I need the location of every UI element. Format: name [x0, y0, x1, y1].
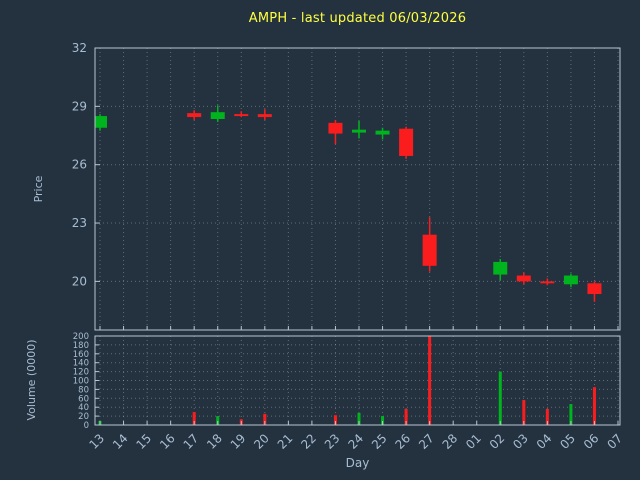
svg-text:0: 0	[84, 421, 89, 431]
svg-text:13: 13	[86, 431, 107, 452]
svg-text:23: 23	[72, 216, 87, 230]
svg-text:40: 40	[78, 403, 89, 413]
gridlines	[95, 47, 620, 426]
svg-text:05: 05	[557, 431, 578, 452]
svg-text:19: 19	[228, 431, 249, 452]
svg-text:16: 16	[157, 431, 178, 452]
x-axis-label: Day	[345, 456, 370, 470]
svg-text:26: 26	[72, 158, 87, 172]
svg-text:100: 100	[73, 377, 89, 387]
svg-text:20: 20	[72, 274, 87, 288]
svg-text:20: 20	[78, 412, 89, 422]
svg-text:07: 07	[604, 431, 625, 452]
svg-text:120: 120	[73, 368, 89, 378]
svg-text:80: 80	[78, 385, 89, 395]
svg-text:22: 22	[298, 431, 319, 452]
svg-text:25: 25	[369, 431, 390, 452]
svg-text:60: 60	[78, 394, 89, 404]
svg-text:15: 15	[134, 431, 155, 452]
svg-text:28: 28	[440, 431, 461, 452]
svg-text:24: 24	[345, 431, 366, 452]
svg-text:20: 20	[251, 431, 272, 452]
volume-bars	[98, 336, 596, 425]
price-panel-border	[94, 47, 621, 331]
svg-text:18: 18	[204, 431, 225, 452]
candles	[95, 105, 602, 302]
svg-text:180: 180	[73, 341, 89, 351]
svg-text:23: 23	[322, 431, 343, 452]
svg-text:04: 04	[534, 431, 555, 452]
svg-text:02: 02	[487, 431, 508, 452]
svg-text:14: 14	[110, 431, 131, 452]
svg-text:06: 06	[581, 431, 602, 452]
svg-text:01: 01	[463, 431, 484, 452]
svg-text:26: 26	[393, 431, 414, 452]
svg-text:32: 32	[72, 41, 87, 55]
svg-text:29: 29	[72, 99, 87, 113]
svg-text:21: 21	[275, 431, 296, 452]
svg-text:17: 17	[181, 431, 202, 452]
svg-text:140: 140	[73, 359, 89, 369]
volume-panel-border	[94, 335, 621, 426]
svg-text:03: 03	[510, 431, 531, 452]
chart-title: AMPH - last updated 06/03/2026	[248, 11, 467, 26]
svg-text:27: 27	[416, 431, 437, 452]
svg-text:160: 160	[73, 350, 89, 360]
svg-text:200: 200	[73, 332, 89, 342]
